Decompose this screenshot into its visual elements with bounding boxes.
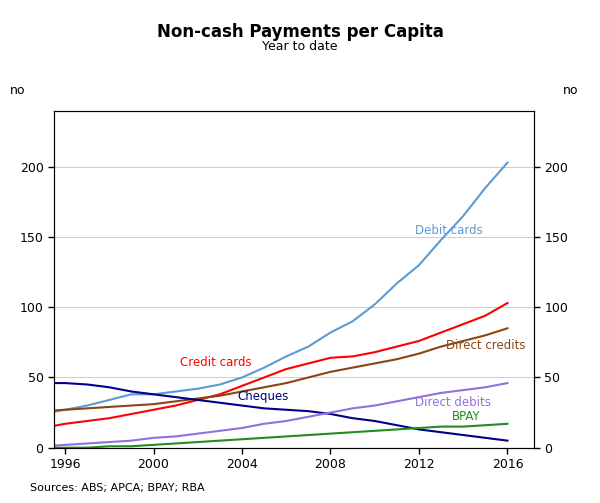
Text: no: no	[10, 84, 25, 97]
Text: Sources: ABS; APCA; BPAY; RBA: Sources: ABS; APCA; BPAY; RBA	[30, 483, 205, 493]
Text: Debit cards: Debit cards	[415, 224, 482, 237]
Text: Direct debits: Direct debits	[415, 395, 490, 408]
Text: Direct credits: Direct credits	[446, 340, 525, 353]
Text: Credit cards: Credit cards	[180, 356, 252, 369]
Text: no: no	[563, 84, 578, 97]
Text: BPAY: BPAY	[452, 409, 481, 423]
Text: Cheques: Cheques	[238, 390, 289, 403]
Text: Non-cash Payments per Capita: Non-cash Payments per Capita	[157, 23, 443, 41]
Text: Year to date: Year to date	[262, 40, 338, 53]
